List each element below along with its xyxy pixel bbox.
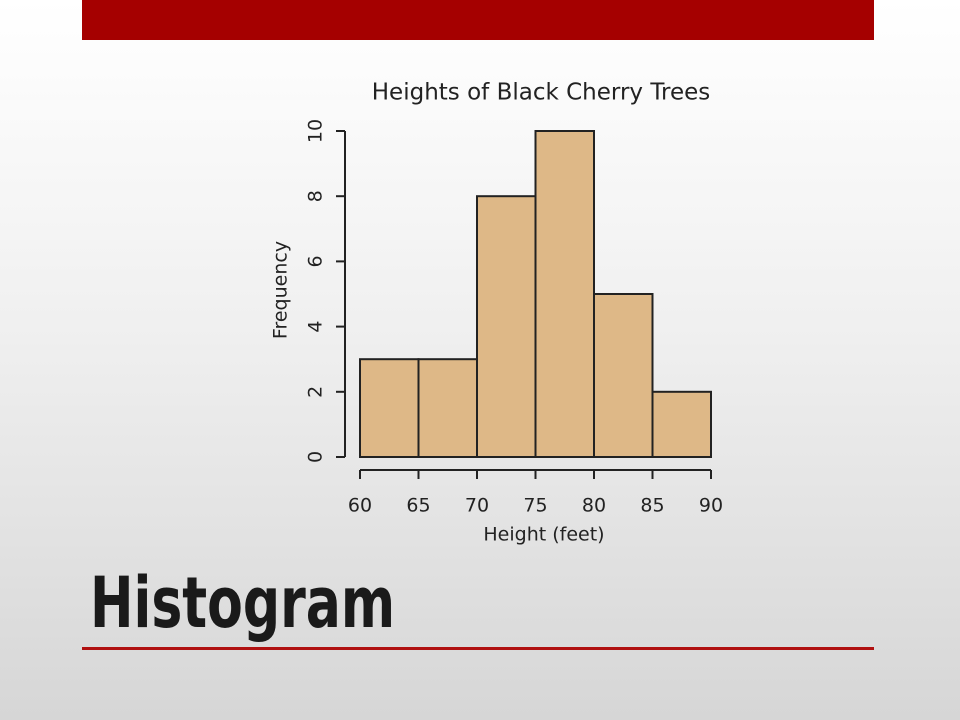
x-tick-label: 70 [465,495,489,517]
chart: Heights of Black Cherry Trees Height (fe… [270,80,724,546]
chart-title: Heights of Black Cherry Trees [372,80,710,106]
x-tick-label: 80 [582,495,606,517]
x-tick-label: 60 [348,495,372,517]
header-band [82,0,874,40]
bar [651,390,712,458]
y-tick-label: 8 [305,190,327,202]
y-tick-label: 2 [305,386,327,398]
y-tick-label: 4 [305,321,327,333]
y-tick-label: 0 [305,451,327,463]
x-axis-label: Height (feet) [483,524,604,546]
x-tick-label: 75 [523,495,547,517]
y-tick-label: 10 [305,119,327,143]
title-underline [82,647,874,650]
bar [476,195,537,458]
y-axis-label: Frequency [270,241,292,339]
bar [359,358,420,459]
bar [417,358,478,459]
y-tick-label: 6 [305,255,327,267]
x-tick-label: 65 [406,495,430,517]
bar [593,293,654,458]
x-tick-label: 85 [640,495,664,517]
slide-title: Histogram [90,562,395,644]
bar [534,130,595,458]
x-tick-label: 90 [699,495,723,517]
